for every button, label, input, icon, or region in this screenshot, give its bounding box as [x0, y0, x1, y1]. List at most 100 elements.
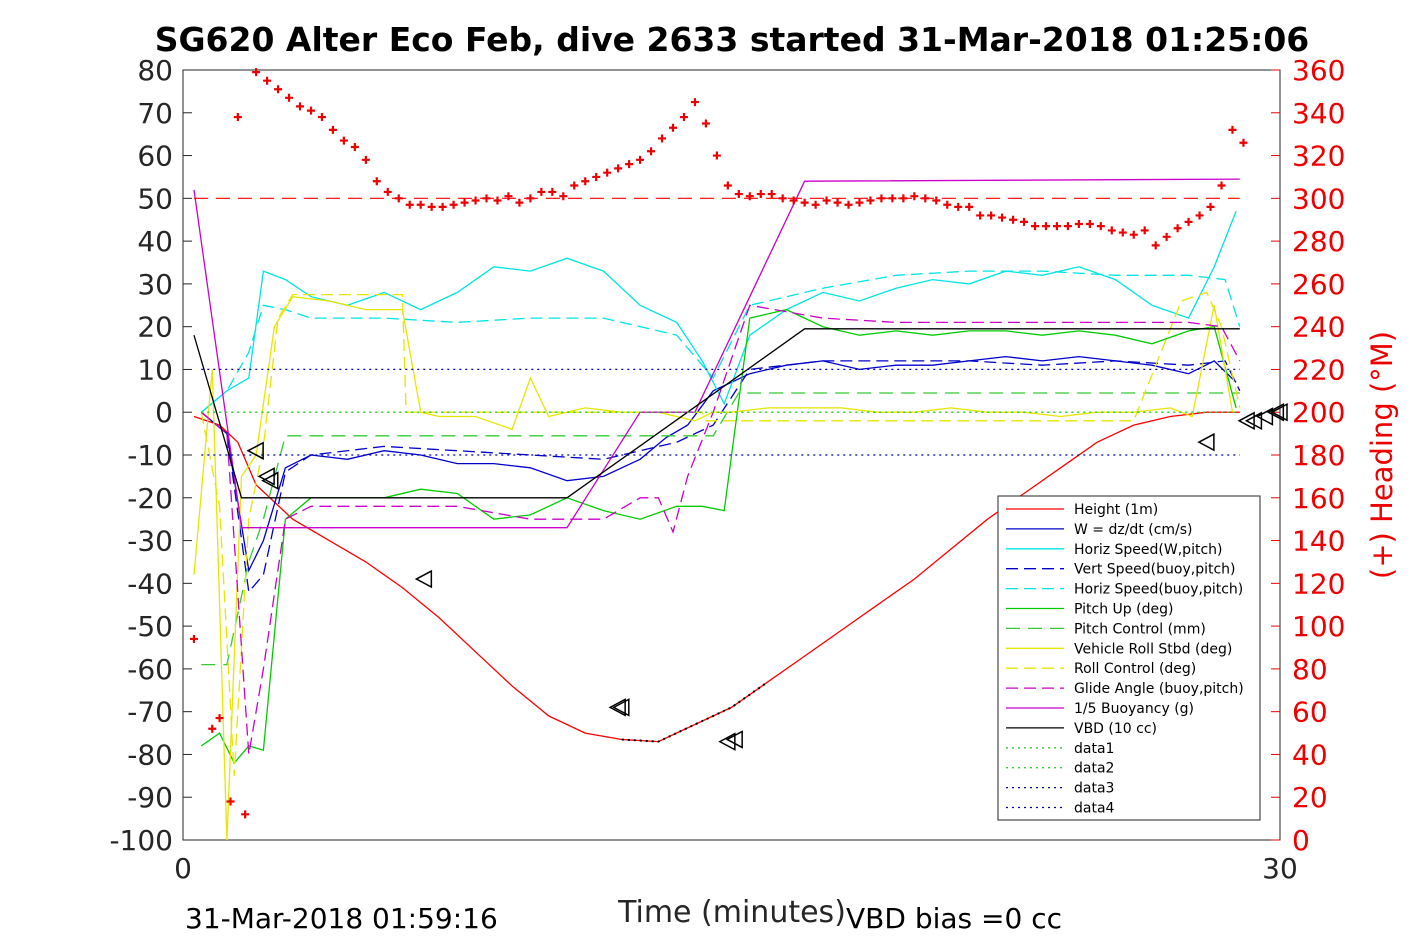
y-right-tick-label: 20: [1292, 781, 1328, 814]
heading-point: [241, 810, 250, 819]
heading-point: [1009, 215, 1018, 224]
y-tick-label: 40: [137, 225, 173, 258]
y-tick-label: -60: [127, 653, 173, 686]
legend-label: data1: [1074, 741, 1114, 757]
heading-point: [1162, 232, 1171, 241]
heading-point: [690, 98, 699, 107]
heading-point: [1151, 241, 1160, 250]
left-axis: 80 70 60 50 40 30 20 10 0 -10 -20 -30 -40 -50 -60 -70 -8…: [109, 54, 192, 857]
heading-point: [987, 211, 996, 220]
heading-point: [449, 200, 458, 209]
y-tick-label: -30: [127, 525, 173, 558]
triangle-marker: [725, 730, 743, 749]
heading-point: [603, 168, 612, 177]
heading-point: [226, 797, 235, 806]
legend-label: data3: [1074, 781, 1114, 797]
triangle-marker: [1244, 411, 1263, 431]
y-tick-label: -10: [127, 439, 173, 472]
heading-point: [1041, 222, 1050, 231]
y-axis-right-label: (+) Heading (°M): [1365, 331, 1399, 579]
heading-point: [548, 187, 557, 196]
y-tick-label: 80: [137, 54, 173, 87]
heading-point: [1140, 226, 1149, 235]
series-line-5: [200, 270, 1241, 413]
heading-point: [855, 198, 864, 207]
y-right-tick-label: 200: [1292, 396, 1345, 429]
y-tick-label: 0: [155, 396, 173, 429]
triangle-marker: [608, 698, 626, 717]
heading-point: [215, 714, 224, 723]
y-right-tick-label: 0: [1292, 824, 1310, 857]
heading-point: [296, 102, 305, 111]
heading-point: [647, 147, 656, 156]
heading-point: [383, 187, 392, 196]
legend-label: data4: [1074, 801, 1115, 817]
heading-point: [1129, 230, 1138, 239]
heading-point: [427, 202, 436, 211]
y-right-tick-label: 340: [1292, 97, 1345, 130]
heading-point: [1096, 222, 1105, 231]
triangle-marker: [1237, 411, 1255, 431]
heading-point: [668, 123, 677, 132]
heading-point: [767, 190, 776, 199]
heading-point: [559, 192, 568, 201]
heading-point: [339, 136, 348, 145]
heading-point: [405, 200, 414, 209]
y-right-tick-label: 120: [1292, 567, 1345, 600]
heading-point: [263, 76, 272, 85]
heading-point: [932, 196, 941, 205]
chart-title: SG620 Alter Eco Feb, dive 2633 started 3…: [155, 20, 1310, 59]
heading-point: [636, 155, 645, 164]
heading-point: [910, 192, 919, 201]
heading-point: [921, 194, 930, 203]
heading-point: [471, 196, 480, 205]
legend-label: Pitch Control (mm): [1074, 621, 1206, 637]
series-line-2: [200, 355, 1237, 573]
y-tick-label: 60: [137, 140, 173, 173]
heading-point: [482, 194, 491, 203]
heading-point: [1052, 222, 1061, 231]
series-line-4: [200, 360, 1241, 594]
heading-point: [866, 196, 875, 205]
heading-point: [778, 194, 787, 203]
y-right-tick-label: 300: [1292, 182, 1345, 215]
heading-point: [504, 192, 513, 201]
y-right-tick-label: 160: [1292, 482, 1345, 515]
heading-point: [526, 194, 535, 203]
y-tick-label: 70: [137, 97, 173, 130]
legend-label: VBD (10 cc): [1074, 721, 1157, 737]
y-right-tick-label: 360: [1292, 54, 1345, 87]
y-tick-label: -100: [109, 824, 173, 857]
heading-point: [1031, 222, 1039, 231]
y-tick-label: 20: [137, 311, 173, 344]
y-right-tick-label: 60: [1292, 696, 1328, 729]
heading-point: [658, 134, 667, 143]
heading-point: [581, 177, 590, 186]
heading-point: [811, 200, 820, 209]
heading-point: [361, 155, 370, 164]
heading-point: [701, 119, 710, 128]
heading-point: [1195, 211, 1204, 220]
heading-point: [1020, 217, 1029, 226]
y-tick-label: -90: [127, 781, 173, 814]
legend-label: Pitch Up (deg): [1074, 602, 1173, 618]
heading-point: [954, 202, 963, 211]
heading-point: [998, 213, 1007, 222]
heading-point: [460, 198, 469, 207]
heading-point: [570, 181, 579, 190]
heading-point: [493, 196, 502, 205]
heading-point: [1118, 228, 1127, 237]
heading-point: [1228, 125, 1237, 134]
triangle-marker: [718, 732, 736, 751]
triangle-marker: [261, 471, 279, 490]
series-layer: [193, 178, 1241, 840]
heading-point: [317, 113, 326, 122]
triangle-marker: [246, 441, 264, 460]
marker-layer: [246, 402, 1288, 751]
heading-point: [592, 172, 601, 181]
y-right-tick-label: 40: [1292, 738, 1328, 771]
heading-point: [1074, 220, 1083, 228]
heading-point: [877, 194, 886, 203]
heading-point: [515, 198, 524, 207]
